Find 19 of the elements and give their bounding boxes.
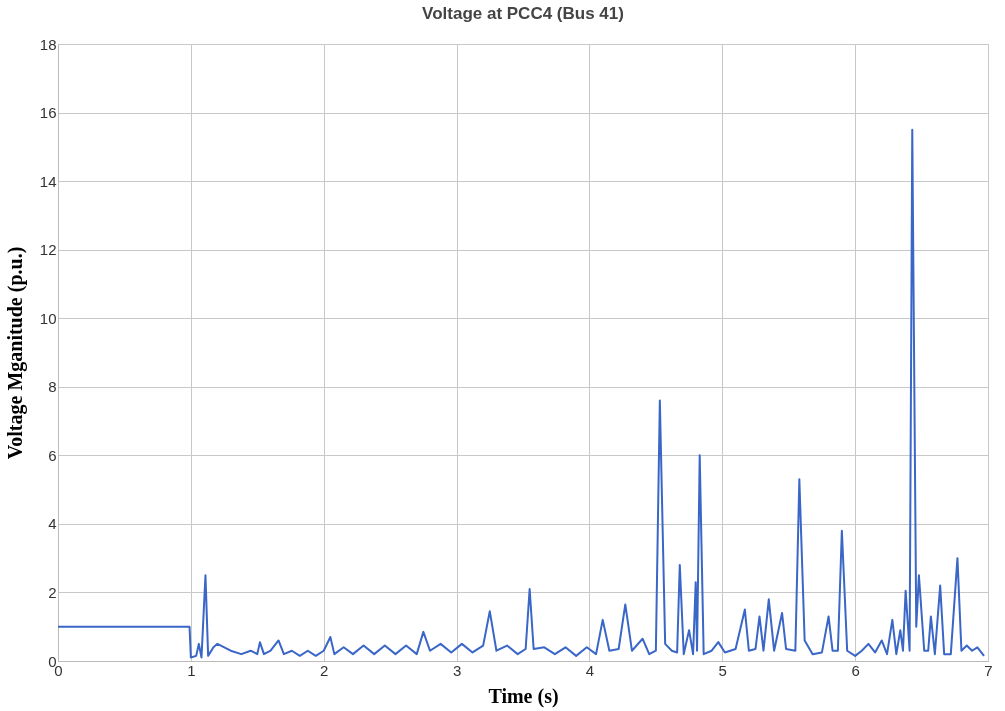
y-tick-label: 12	[39, 241, 57, 259]
x-tick-label: 6	[851, 661, 860, 679]
y-tick-label: 4	[48, 515, 57, 533]
y-tick-label: 10	[39, 309, 57, 327]
y-tick-label: 8	[48, 378, 57, 396]
y-tick-label: 16	[39, 104, 57, 122]
chart-title: Voltage at PCC4 (Bus 41)	[422, 4, 624, 23]
x-tick-label: 7	[984, 661, 993, 679]
y-tick-label: 14	[39, 172, 57, 190]
x-axis-title: Time (s)	[488, 684, 559, 708]
x-tick-label: 5	[718, 661, 727, 679]
y-tick-label: 2	[48, 583, 57, 601]
x-tick-label: 1	[187, 661, 196, 679]
y-tick-label: 18	[39, 35, 57, 53]
x-tick-label: 2	[320, 661, 329, 679]
x-tick-label: 3	[452, 661, 462, 679]
y-axis-title: Voltage Mganitude (p.u.)	[3, 246, 27, 460]
x-tick-label: 4	[585, 661, 595, 679]
y-tick-label: 6	[48, 446, 57, 464]
